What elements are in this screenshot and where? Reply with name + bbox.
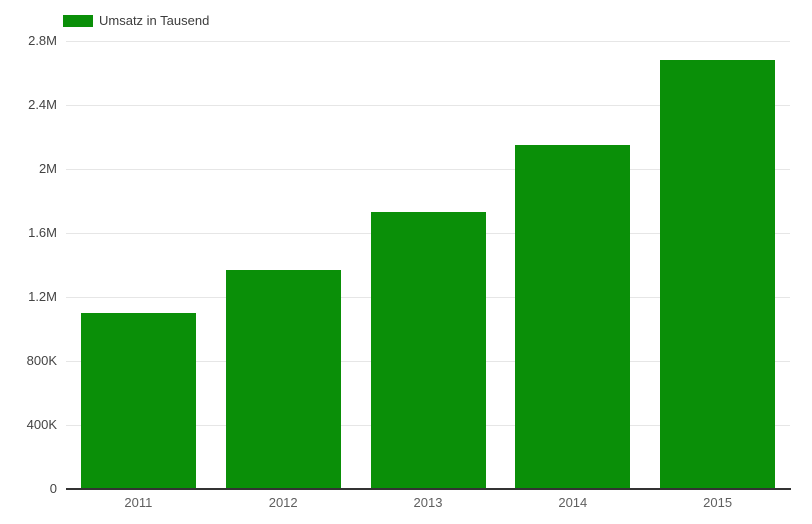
bar-2013[interactable] [370,212,486,489]
y-axis: 0 400K 800K 1.2M 1.6M 2M 2.4M 2.8M [0,33,57,496]
bar-2014[interactable] [515,145,631,489]
x-axis-line [66,488,791,490]
x-tick-label: 2012 [268,495,298,510]
y-tick-label: 400K [26,417,57,432]
y-tick-label: 1.6M [28,225,57,240]
legend-label: Umsatz in Tausend [99,13,210,28]
x-tick-label: 2011 [124,495,153,510]
gridline [66,169,790,170]
y-tick-label: 1.2M [28,289,57,304]
bar-2015[interactable] [660,60,776,489]
y-tick-label: 0 [49,481,57,496]
x-axis: 2011 2012 2013 2014 2015 [66,495,790,513]
legend: Umsatz in Tausend [63,13,209,28]
plot-area [66,41,790,489]
bar-2012[interactable] [225,269,341,489]
gridline [66,105,790,106]
gridline [66,41,790,42]
y-tick-label: 800K [26,353,57,368]
y-tick-label: 2.8M [28,33,57,48]
legend-swatch-icon [63,14,93,27]
y-tick-label: 2.4M [28,97,57,112]
bar-2011[interactable] [80,313,196,489]
x-tick-label: 2015 [703,495,733,510]
x-tick-label: 2013 [413,495,443,510]
x-tick-label: 2014 [558,495,588,510]
y-tick-label: 2M [38,161,57,176]
